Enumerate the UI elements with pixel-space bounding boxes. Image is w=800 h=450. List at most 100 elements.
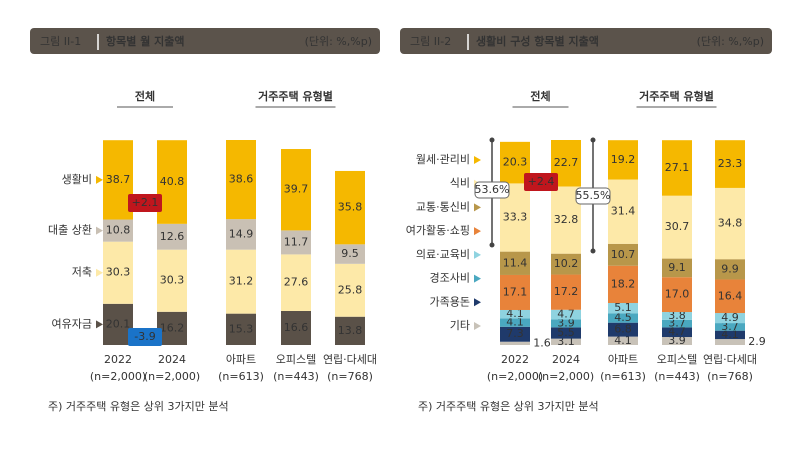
value-label: 30.3	[106, 266, 131, 279]
bar-segment	[662, 337, 692, 345]
value-label: 22.7	[554, 156, 579, 169]
category-label: 오피스텔	[657, 353, 697, 366]
value-label: 4.5	[614, 311, 632, 324]
bar-segment	[608, 243, 638, 266]
annotation: +2.1	[132, 196, 159, 209]
value-label: 17.1	[503, 285, 528, 298]
bar-segment	[226, 140, 256, 220]
bar-segment	[226, 249, 256, 314]
bar-segment	[608, 336, 638, 345]
value-label: 11.7	[284, 235, 309, 248]
footnote: 주) 거주주택 유형은 상위 3가지만 분석	[418, 400, 599, 413]
legend-marker	[96, 175, 103, 184]
category-label: 2024	[158, 353, 186, 366]
category-label: 아파트	[608, 353, 638, 366]
annotation: 53.6%	[475, 183, 510, 196]
bar-segment	[551, 327, 581, 339]
bracket-dot	[489, 137, 495, 143]
value-label: 9.9	[721, 262, 739, 275]
legend-label: 여유자금	[52, 317, 92, 330]
value-label: 4.1	[506, 307, 524, 320]
bar-segment	[500, 341, 530, 345]
value-label: 3.8	[668, 309, 686, 322]
value-label: 32.8	[554, 213, 579, 226]
unit-label: (단위: %,%p)	[697, 35, 764, 48]
category-label: 2022	[104, 353, 132, 366]
value-label: 30.3	[160, 274, 185, 287]
value-label: 18.2	[611, 277, 636, 290]
bar-segment	[551, 253, 581, 275]
bar-segment	[608, 303, 638, 314]
bar-segment	[551, 309, 581, 320]
value-label: 30.7	[665, 220, 690, 233]
bar-segment	[715, 259, 745, 280]
value-label: 27.1	[665, 161, 690, 174]
bar-segment	[608, 140, 638, 180]
value-label: 16.4	[718, 289, 743, 302]
legend-marker	[474, 227, 481, 236]
value-label: 20.3	[503, 156, 528, 169]
value-label: 4.1	[614, 334, 632, 347]
legend-label: 교통·통신비	[416, 200, 470, 213]
value-label: 9.1	[668, 261, 686, 274]
bar-segment	[715, 313, 745, 324]
bar-segment	[715, 330, 745, 340]
annotation: -3.9	[134, 330, 155, 343]
annotation-box	[575, 187, 611, 205]
bar-segment	[608, 265, 638, 304]
category-label: 2024	[552, 353, 580, 366]
value-label: 4.7	[668, 325, 686, 338]
header-bar	[400, 28, 772, 54]
value-label: 4.7	[557, 308, 575, 321]
value-label: 3.9	[668, 334, 686, 347]
bar-segment	[662, 195, 692, 259]
group-label: 전체	[530, 89, 550, 103]
category-note: (n=443)	[273, 370, 319, 383]
legend-label: 저축	[72, 266, 92, 279]
legend-marker	[474, 322, 481, 330]
value-label: 31.4	[611, 205, 636, 218]
value-label: 5.5	[557, 326, 575, 339]
value-label: 10.8	[106, 224, 131, 237]
bar-segment	[715, 187, 745, 260]
value-label: 9.5	[341, 247, 359, 260]
legend-marker	[474, 156, 481, 164]
bar-segment	[608, 313, 638, 323]
bar-segment	[500, 274, 530, 310]
legend-label: 생활비	[62, 172, 92, 186]
legend-label: 월세·관리비	[416, 153, 470, 166]
value-label: 27.6	[284, 276, 309, 289]
value-label: 4.1	[506, 316, 524, 329]
chart-title: 생활비 구성 항목별 지출액	[476, 34, 599, 48]
category-note: (n=768)	[327, 370, 373, 383]
value-label: 39.7	[284, 183, 309, 196]
category-note: (n=2,000)	[144, 370, 200, 383]
annotation-box	[128, 194, 162, 212]
bar-segment	[608, 322, 638, 337]
chart-title: 항목별 월 지출액	[106, 34, 185, 48]
bar-segment	[551, 319, 581, 328]
bar-segment	[335, 263, 365, 317]
bar-segment	[500, 251, 530, 275]
bar-segment	[281, 254, 311, 311]
value-label: 20.1	[106, 317, 131, 330]
bar-segment	[157, 223, 187, 250]
value-label: 5.1	[614, 301, 632, 314]
value-label: 31.2	[229, 275, 254, 288]
category-label: 연립·다세대	[703, 353, 757, 366]
bracket-dot	[489, 242, 495, 248]
legend-marker	[474, 274, 481, 283]
bar-segment	[500, 326, 530, 342]
footnote: 주) 거주주택 유형은 상위 3가지만 분석	[48, 400, 229, 413]
bar-segment	[500, 318, 530, 327]
annotation: 55.5%	[576, 189, 611, 202]
bar-segment	[662, 327, 692, 338]
value-label: 13.8	[338, 324, 363, 337]
group-label: 전체	[135, 89, 155, 103]
group-label: 거주주택 유형별	[639, 89, 714, 103]
bar-segment	[335, 170, 365, 245]
category-note: (n=613)	[218, 370, 264, 383]
value-label: 1.6	[533, 336, 551, 349]
bar-segment	[715, 323, 745, 331]
header-bar	[30, 28, 380, 54]
